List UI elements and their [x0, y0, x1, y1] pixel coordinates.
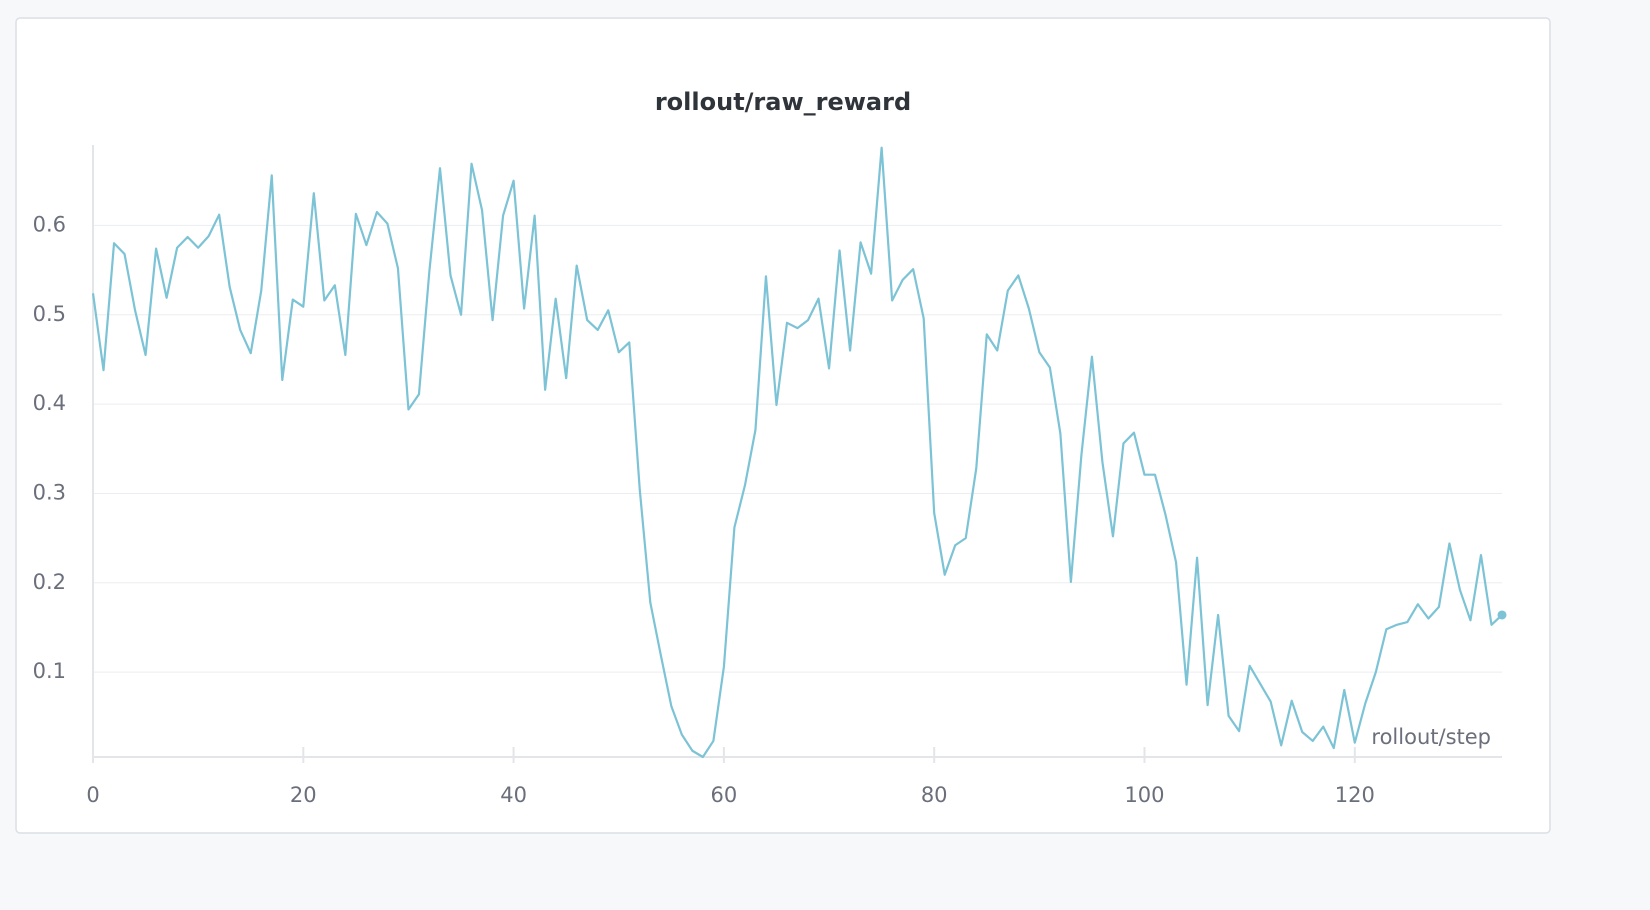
x-tick-label: 40 — [500, 783, 527, 807]
y-tick-label: 0.4 — [33, 391, 66, 415]
x-tick-label: 60 — [711, 783, 738, 807]
y-tick-label: 0.5 — [33, 302, 66, 326]
last-point — [1497, 610, 1507, 620]
x-tick-label: 0 — [86, 783, 99, 807]
y-tick-label: 0.2 — [33, 570, 66, 594]
x-tick-label: 80 — [921, 783, 948, 807]
y-tick-label: 0.1 — [33, 659, 66, 683]
card — [15, 17, 1551, 834]
x-tick-label: 20 — [290, 783, 317, 807]
x-tick-label: 100 — [1124, 783, 1164, 807]
y-tick-label: 0.6 — [33, 212, 66, 236]
x-tick-label: 120 — [1335, 783, 1375, 807]
y-tick-label: 0.3 — [33, 480, 66, 504]
line — [91, 146, 1503, 759]
x-axis-label: rollout/step — [1371, 725, 1491, 749]
chart-title: rollout/raw_reward — [655, 88, 911, 116]
